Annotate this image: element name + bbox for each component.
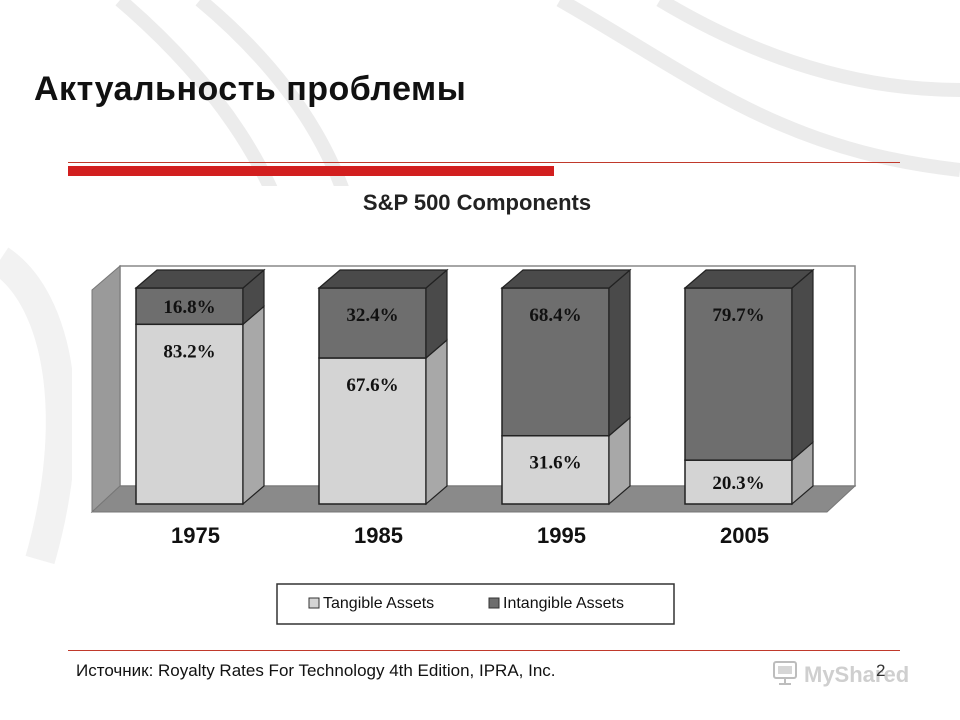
bar-side-intangible-1995 xyxy=(608,268,631,438)
legend-label-intangible: Intangible Assets xyxy=(503,595,624,612)
chart-panel: S&P 500 Components 83.2% 16.8% 67.6% 32.4% 3… xyxy=(72,186,888,632)
bar-tangible-1985 xyxy=(318,357,427,505)
data-label-intangible-1995: 68.4% xyxy=(529,305,581,326)
monitor-icon xyxy=(773,661,797,685)
header-accent-bar xyxy=(68,166,554,176)
legend-swatch-intangible xyxy=(488,597,500,609)
x-tick-label-1995: 1995 xyxy=(537,523,586,548)
x-tick-label-2005: 2005 xyxy=(720,523,769,548)
legend-label-tangible: Tangible Assets xyxy=(323,595,434,612)
x-tick-label-1975: 1975 xyxy=(171,523,220,548)
bar-top-2005 xyxy=(683,269,815,289)
page-number: 2 xyxy=(876,661,886,680)
plot-left-wall xyxy=(91,264,121,514)
footer-rule xyxy=(68,650,900,651)
data-label-tangible-1985: 67.6% xyxy=(346,375,398,396)
bar-top-1985 xyxy=(317,269,449,289)
data-label-tangible-1995: 31.6% xyxy=(529,453,581,474)
header-rule xyxy=(68,162,900,163)
legend-swatch-tangible xyxy=(308,597,320,609)
bar-intangible-1995 xyxy=(501,287,610,437)
bar-side-tangible-1975 xyxy=(242,304,265,506)
watermark-text: MyShared xyxy=(804,662,909,687)
data-label-intangible-2005: 79.7% xyxy=(712,305,764,326)
bar-intangible-2005 xyxy=(684,287,793,461)
data-label-tangible-1975: 83.2% xyxy=(163,341,215,362)
plot-floor xyxy=(90,485,857,513)
bar-top-1995 xyxy=(500,269,632,289)
data-label-intangible-1985: 32.4% xyxy=(346,305,398,326)
slide-title: Актуальность проблемы xyxy=(34,70,467,108)
stacked-bar-chart: S&P 500 Components 83.2% 16.8% 67.6% 32.4% 3… xyxy=(90,190,857,625)
bar-side-intangible-2005 xyxy=(791,268,814,462)
bar-side-tangible-1985 xyxy=(425,338,448,506)
legend: Tangible Assets Intangible Assets xyxy=(276,583,675,625)
bar-intangible-1985 xyxy=(318,287,427,359)
data-label-tangible-2005: 20.3% xyxy=(712,473,764,494)
x-tick-label-1985: 1985 xyxy=(354,523,403,548)
bar-top-1975 xyxy=(134,269,266,289)
source-citation: Источник: Royalty Rates For Technology 4… xyxy=(76,661,556,680)
legend-box xyxy=(276,583,675,625)
bar-tangible-2005 xyxy=(684,459,793,505)
watermark-logo: MyShared xyxy=(773,661,909,687)
chart-title: S&P 500 Components xyxy=(363,190,591,215)
data-label-intangible-1975: 16.8% xyxy=(163,297,215,318)
